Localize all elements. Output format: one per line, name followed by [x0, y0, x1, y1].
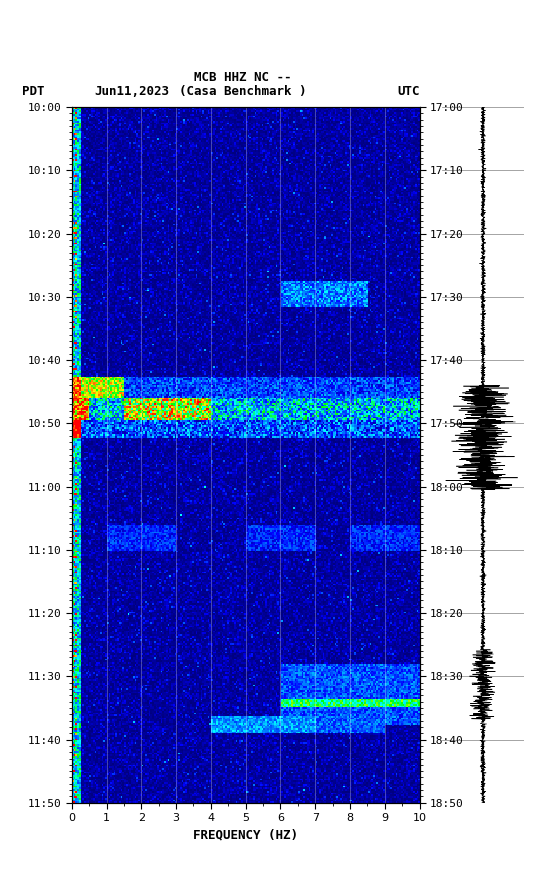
- Text: Jun11,2023: Jun11,2023: [94, 86, 169, 98]
- Text: MCB HHZ NC --: MCB HHZ NC --: [194, 71, 291, 84]
- X-axis label: FREQUENCY (HZ): FREQUENCY (HZ): [193, 829, 298, 842]
- Text: (Casa Benchmark ): (Casa Benchmark ): [179, 86, 306, 98]
- Text: PDT: PDT: [22, 86, 45, 98]
- Text: USGS: USGS: [20, 30, 46, 41]
- Text: UTC: UTC: [397, 86, 420, 98]
